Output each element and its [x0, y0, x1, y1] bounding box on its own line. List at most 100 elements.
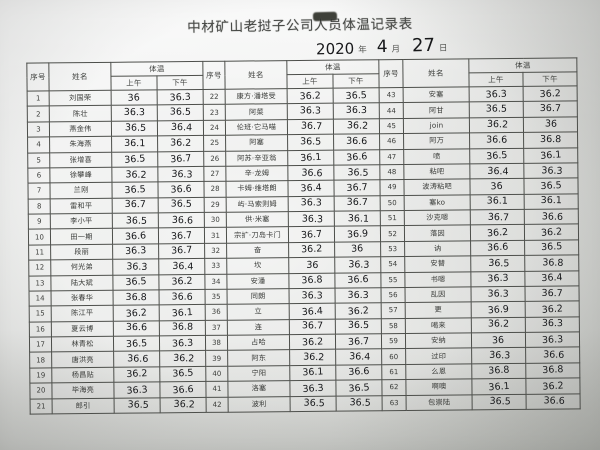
header-temp-g1: 体温 — [110, 61, 203, 77]
row-name: 过印 — [405, 348, 472, 365]
row-temp-am-value: 36.3 — [487, 288, 509, 300]
row-temp-am: 36.3 — [113, 381, 161, 398]
row-number: 55 — [380, 272, 406, 288]
row-temp-am: 36.5 — [111, 151, 158, 168]
row-temp-pm-value: 36.1 — [171, 306, 194, 320]
row-name: 阿苏·辛亚翁 — [225, 150, 288, 167]
row-name: 辛·龙姆 — [225, 165, 288, 182]
row-temp-am-value: 36.3 — [485, 88, 508, 101]
row-temp-am-value: 36.7 — [300, 228, 323, 242]
row-temp-am-value: 36.2 — [302, 351, 325, 364]
row-number: 54 — [380, 256, 405, 273]
row-temp-am: 36.2 — [111, 166, 158, 183]
row-name: 宗扩·刀岛卡门 — [226, 226, 289, 243]
row-temp-pm: 36.3 — [334, 256, 381, 273]
row-temp-pm: 36.1 — [523, 147, 578, 164]
row-temp-pm-value: 36.3 — [541, 318, 564, 330]
row-temp-pm: 36.2 — [160, 396, 207, 413]
row-name: 兰刚 — [49, 182, 113, 199]
row-temp-pm: 36.4 — [524, 270, 580, 287]
row-name: 徐攀峰 — [49, 167, 112, 184]
row-number: 4 — [27, 137, 50, 153]
row-temp-am: 36.2 — [289, 349, 336, 366]
row-number: 56 — [381, 287, 406, 303]
temperature-record-table: 序号 姓名 体温 序号 姓名 体温 序号 姓名 体温 上午 下午 上午 下午 上… — [26, 57, 581, 415]
row-temp-am-value: 36.2 — [486, 226, 509, 240]
row-temp-pm-value: 36.5 — [540, 180, 562, 193]
row-temp-pm-value: 36.2 — [542, 380, 564, 393]
row-name: 包崇陆 — [406, 394, 473, 411]
row-temp-pm-value: 36.3 — [347, 289, 369, 301]
row-temp-am: 36.7 — [112, 197, 159, 214]
row-temp-pm-value: 36.6 — [345, 151, 368, 164]
row-temp-pm: 36.8 — [159, 320, 206, 336]
row-temp-pm-value: 36.3 — [345, 104, 367, 117]
row-name: 连 — [227, 319, 290, 336]
row-name: 喷 — [403, 148, 470, 165]
row-temp-am-value: 36.2 — [486, 119, 509, 131]
row-temp-am-value: 36.6 — [301, 167, 323, 179]
row-temp-pm-value: 36.2 — [169, 137, 192, 149]
table-head: 序号 姓名 体温 序号 姓名 体温 序号 姓名 体温 上午 下午 上午 下午 上… — [26, 57, 578, 92]
row-number: 6 — [27, 167, 50, 184]
row-temp-pm: 36.6 — [524, 208, 579, 225]
row-temp-am: 36.1 — [111, 135, 158, 152]
row-temp-pm-value: 36.5 — [169, 106, 191, 118]
header-am-g3: 上午 — [468, 72, 524, 87]
row-number: 11 — [28, 244, 51, 261]
row-temp-pm-value: 36.4 — [170, 122, 193, 135]
row-number: 13 — [28, 275, 52, 291]
row-temp-am: 36.3 — [471, 286, 526, 303]
row-temp-am: 36.5 — [114, 397, 161, 414]
row-temp-am-value: 36.5 — [125, 276, 147, 289]
row-temp-pm-value: 36.5 — [345, 89, 368, 102]
header-temp-g2: 体温 — [286, 59, 379, 75]
header-no-g2: 序号 — [202, 61, 226, 90]
header-name-g3: 姓名 — [402, 58, 470, 88]
row-number: 33 — [204, 258, 227, 274]
row-temp-pm: 36.8 — [524, 254, 579, 271]
row-temp-am-value: 36.3 — [124, 245, 147, 258]
row-temp-pm-value: 36.6 — [541, 210, 564, 223]
row-temp-pm-value: 36.6 — [543, 395, 565, 408]
row-name: 朱海燕 — [49, 136, 112, 153]
row-name: 阿万 — [403, 133, 470, 150]
row-name: 更 — [405, 302, 472, 319]
row-temp-pm: 36.2 — [157, 135, 204, 152]
row-temp-am-value: 36.5 — [299, 136, 322, 148]
row-temp-pm-value: 36.6 — [171, 291, 193, 303]
row-temp-am-value: 36.8 — [125, 291, 147, 303]
header-am-g2: 上午 — [286, 74, 334, 89]
row-name: 洛塞 — [227, 380, 291, 397]
row-number: 34 — [204, 273, 228, 290]
row-number: 40 — [205, 365, 228, 382]
row-temp-am: 36.3 — [469, 86, 524, 103]
row-number: 60 — [381, 348, 406, 365]
row-number: 8 — [28, 198, 51, 215]
row-name: 卡姆·维塔朗 — [225, 180, 289, 197]
row-temp-am-value: 36.2 — [487, 318, 510, 331]
row-temp-am: 36.6 — [287, 165, 334, 181]
row-name: 啊噢 — [405, 378, 473, 395]
row-name: 讷 — [404, 240, 471, 257]
row-number: 32 — [204, 242, 227, 259]
row-temp-pm: 36 — [523, 116, 578, 133]
row-number: 12 — [28, 260, 51, 276]
row-temp-am: 36.3 — [288, 195, 335, 212]
row-temp-am-value: 36.2 — [125, 307, 148, 320]
row-temp-am: 36.1 — [470, 193, 525, 210]
row-temp-pm-value: 36.2 — [171, 275, 193, 288]
row-temp-pm-value: 36.1 — [539, 149, 562, 163]
date-year-label: 年 — [358, 45, 367, 56]
row-name: 喝来 — [405, 317, 472, 334]
row-temp-pm-value: 36.1 — [540, 195, 562, 207]
row-temp-pm: 36.1 — [159, 304, 206, 321]
row-temp-pm: 36.3 — [525, 316, 580, 333]
row-name: 粘吧 — [403, 163, 470, 180]
row-temp-pm: 36.7 — [333, 179, 381, 196]
row-temp-am: 36.2 — [471, 316, 526, 333]
row-name: 阿菜 — [225, 104, 288, 120]
row-temp-am-value: 36 — [492, 334, 505, 347]
row-temp-am: 36.6 — [113, 351, 160, 368]
row-temp-am: 36.4 — [287, 180, 335, 197]
